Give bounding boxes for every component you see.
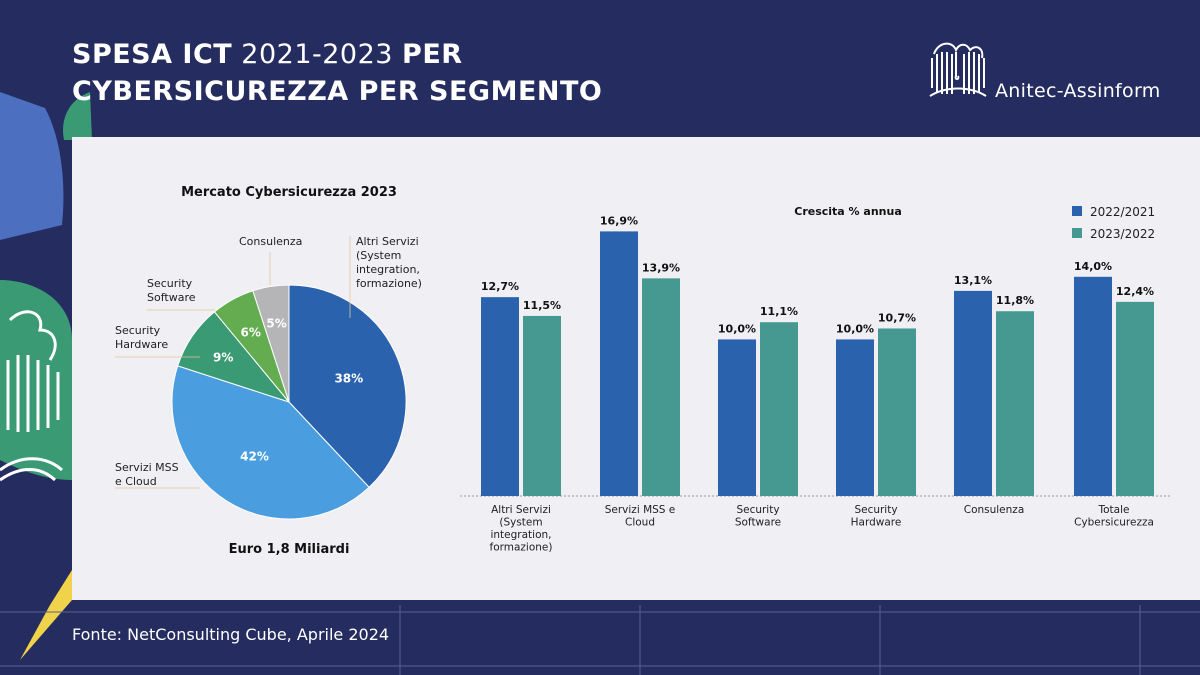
eagle-logo-icon — [929, 42, 987, 97]
title-part-years: 2021-2023 — [232, 39, 403, 70]
decor-green-leaf — [63, 92, 92, 140]
bar-data-label: 13,9% — [642, 261, 680, 274]
bar-2023-2022 — [523, 315, 561, 496]
bar-data-label: 12,7% — [481, 280, 519, 293]
bar-category-label-line: Cybersicurezza — [1074, 517, 1154, 529]
bar-category-label-line: formazione) — [490, 542, 553, 554]
pie-category-label-line: Altri Servizi — [356, 235, 419, 248]
bar-2023-2022 — [878, 328, 916, 496]
pie-slice-value-label: 9% — [213, 350, 233, 364]
bar-data-label: 10,0% — [718, 322, 756, 335]
bar-category-label-line: Altri Servizi — [491, 504, 551, 516]
bar-category-label: Consulenza — [964, 504, 1025, 516]
bar-data-label: 10,7% — [878, 311, 916, 324]
bar-2023-2022 — [642, 278, 680, 496]
pie-category-label: Altri Servizi(Systemintegration,formazio… — [356, 235, 422, 290]
pie-category-label-line: Consulenza — [239, 235, 302, 248]
bar-marks: 12,7% 11,5% 16,9% 13,9% 10,0% 11,1% 10,0% 10,7%… — [481, 214, 1154, 496]
bar-2022-2021 — [836, 339, 874, 496]
pie-slice-value-label: 6% — [240, 325, 260, 339]
bar-data-label: 12,4% — [1116, 285, 1154, 298]
title-part-a: SPESA ICT — [72, 39, 233, 70]
pie-category-label-line: Security — [147, 277, 193, 290]
bar-category-label-line: Totale — [1098, 504, 1130, 516]
pie-slice — [288, 284, 407, 488]
pie-category-label-line: Hardware — [115, 338, 168, 351]
bar-category-label-line: Consulenza — [964, 504, 1025, 516]
bar-category-label: Altri Servizi(Systemintegration,formazio… — [490, 504, 553, 554]
decor-eagle-outline — [0, 310, 63, 482]
decor-yellow-shape — [20, 570, 72, 660]
bar-2022-2021 — [1074, 276, 1112, 496]
pie-category-label-line: formazione) — [356, 277, 422, 290]
bar-data-label: 13,1% — [954, 274, 992, 287]
bar-category-label-line: Hardware — [851, 517, 902, 529]
pie-slice — [252, 284, 290, 403]
bar-2022-2021 — [718, 339, 756, 496]
pie-category-label-line: Security — [115, 324, 161, 337]
bar-data-label: 16,9% — [600, 214, 638, 227]
bar-2023-2022 — [1116, 301, 1154, 496]
bar-2023-2022 — [760, 322, 798, 496]
bar-data-label: 10,0% — [836, 322, 874, 335]
legend-label: 2023/2022 — [1090, 227, 1155, 241]
pie-category-label-line: e Cloud — [115, 475, 157, 488]
pie-slice-value-label: 42% — [240, 449, 269, 463]
bar-data-label: 14,0% — [1074, 260, 1112, 273]
decor-grid-lines — [0, 605, 1200, 675]
bar-category-label-line: (System — [499, 517, 542, 529]
pie-category-label-line: Software — [147, 291, 196, 304]
pie-slice-value-label: 38% — [334, 371, 363, 385]
pie-slices: 38% 42% 9% 6% 5% — [171, 284, 407, 520]
legend-swatch-2023-2022 — [1072, 228, 1082, 238]
pie-subtitle: Euro 1,8 Miliardi — [229, 542, 350, 557]
bar-category-label-line: integration, — [490, 529, 551, 541]
page-title: SPESA ICT 2021-2023 PER CYBERSICUREZZA P… — [72, 36, 602, 110]
brand-name: Anitec-Assinform — [995, 80, 1161, 102]
pie-slice-value-label: 5% — [266, 316, 286, 330]
bar-data-label: 11,1% — [760, 305, 798, 318]
pie-title: Mercato Cybersicurezza 2023 — [181, 185, 397, 200]
bar-category-label-line: Servizi MSS e — [605, 504, 676, 516]
bar-category-label-line: Security — [854, 504, 897, 516]
bar-2022-2021 — [600, 231, 638, 496]
bar-2023-2022 — [996, 311, 1034, 496]
bar-category-label-line: Software — [735, 517, 781, 529]
pie-category-label-line: (System — [356, 249, 401, 262]
pie-slice — [171, 365, 370, 520]
bar-2022-2021 — [481, 297, 519, 496]
decor-blue-shape — [0, 92, 64, 240]
legend-swatch-2022-2021 — [1072, 206, 1082, 216]
bar-data-label: 11,5% — [523, 299, 561, 312]
legend-label: 2022/2021 — [1090, 205, 1155, 219]
bar-2022-2021 — [954, 290, 992, 496]
bar-category-label-line: Security — [736, 504, 779, 516]
pie-category-label: Consulenza — [239, 235, 302, 248]
title-part-b: PER — [402, 39, 463, 70]
pie-category-label-line: integration, — [356, 263, 420, 276]
pie-category-label-line: Servizi MSS — [115, 461, 179, 474]
title-line2: CYBERSICUREZZA PER SEGMENTO — [72, 76, 603, 107]
bar-data-label: 11,8% — [996, 294, 1034, 307]
bar-category-label-line: Cloud — [625, 517, 655, 529]
bar-title: Crescita % annua — [794, 205, 902, 218]
source-note: Fonte: NetConsulting Cube, Aprile 2024 — [72, 625, 390, 644]
